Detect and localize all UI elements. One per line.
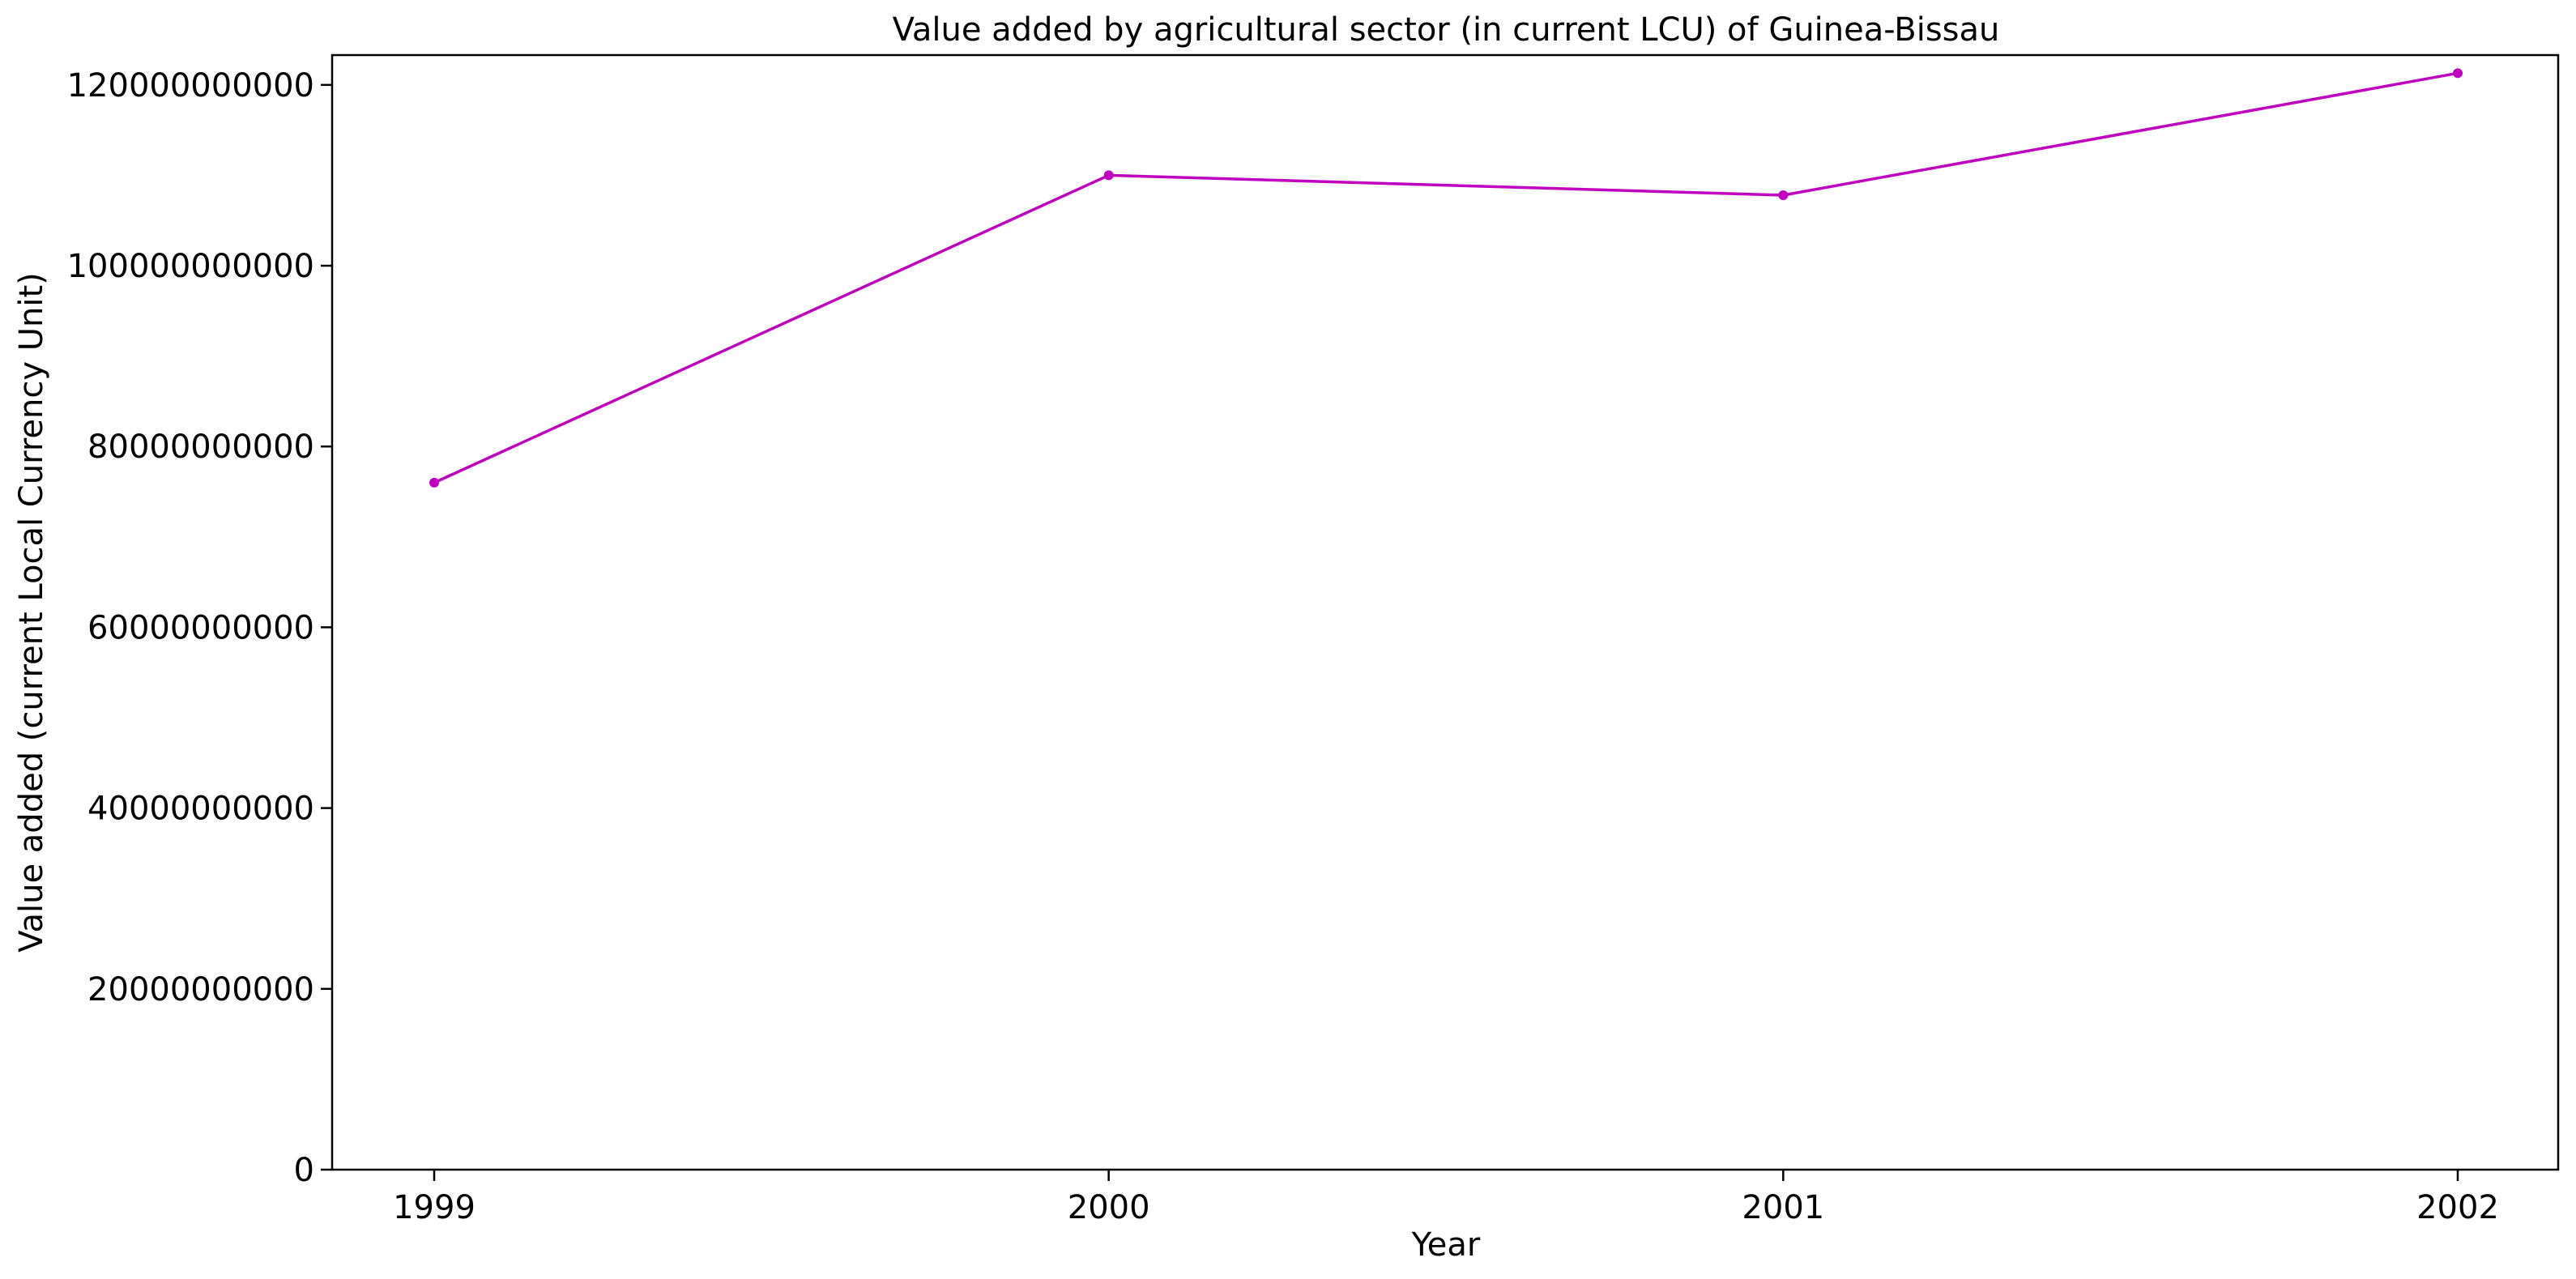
y-axis: 0 20000000000 40000000000 60000000000 800000…	[67, 67, 332, 1189]
data-point	[1103, 170, 1114, 181]
x-tick-label: 2002	[2416, 1189, 2499, 1226]
y-axis-label: Value added (current Local Currency Unit…	[13, 272, 50, 953]
data-point	[1778, 190, 1789, 200]
x-tick-label: 1999	[393, 1189, 476, 1226]
y-tick-label: 40000000000	[87, 791, 314, 828]
x-axis: 1999 2000 2001 2002	[393, 1170, 2499, 1226]
y-tick-label: 120000000000	[67, 67, 314, 104]
y-tick-label: 100000000000	[67, 248, 314, 285]
y-tick-label: 80000000000	[87, 428, 314, 466]
data-point	[429, 477, 439, 488]
data-point	[2453, 68, 2463, 79]
series-line	[433, 71, 2459, 484]
x-tick-label: 2000	[1068, 1189, 1150, 1226]
y-tick-label: 60000000000	[87, 609, 314, 646]
chart-title: Value added by agricultural sector (in c…	[893, 11, 2000, 49]
x-tick-label: 2001	[1742, 1189, 1824, 1226]
x-axis-label: Year	[1411, 1226, 1481, 1264]
series-layer	[429, 68, 2463, 488]
plot-area-frame	[331, 53, 2560, 1171]
y-tick-label: 0	[294, 1152, 314, 1189]
y-tick-label: 20000000000	[87, 971, 314, 1008]
